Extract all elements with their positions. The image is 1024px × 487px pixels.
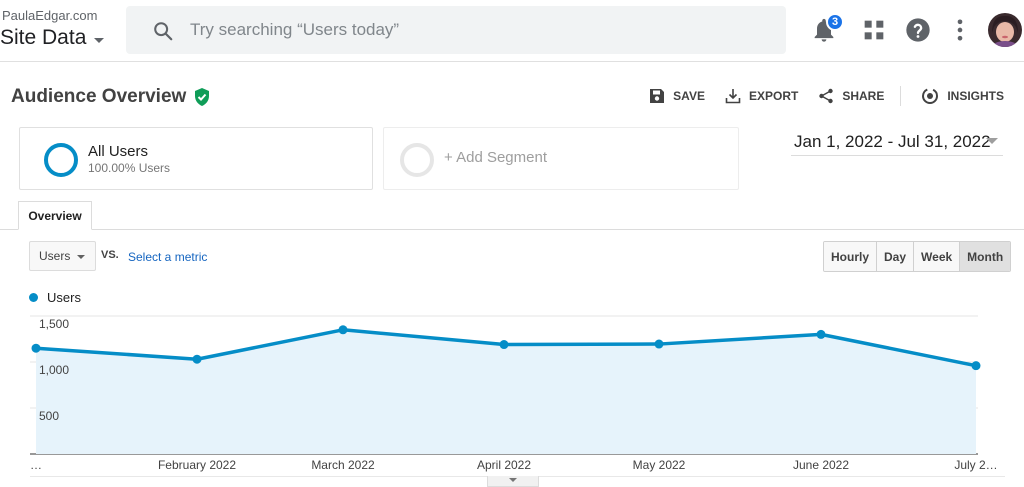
x-tick-label: April 2022 <box>476 458 532 472</box>
help-icon[interactable] <box>904 16 932 44</box>
search-bar[interactable] <box>126 6 786 54</box>
segment-percentage: 100.00% Users <box>88 161 171 175</box>
save-icon <box>650 89 665 103</box>
users-area-fill <box>36 329 976 454</box>
y-tick-label: 500 <box>39 409 60 423</box>
hourly-button[interactable]: Hourly <box>824 242 878 271</box>
select-metric-link[interactable]: Select a metric <box>128 250 208 264</box>
vs-label: VS. <box>101 249 119 261</box>
more-vert-icon[interactable] <box>946 16 974 44</box>
page-title: Audience Overview <box>11 86 187 107</box>
save-label: SAVE <box>673 89 705 103</box>
x-tick-label: … <box>30 458 42 472</box>
caret-down-icon <box>77 255 85 259</box>
chart-legend: Users <box>29 290 81 305</box>
download-icon <box>725 89 741 104</box>
tab-overview[interactable]: Overview <box>18 201 92 230</box>
legend-label: Users <box>47 290 81 305</box>
share-label: SHARE <box>842 89 885 103</box>
search-icon <box>154 22 173 41</box>
data-point <box>816 329 826 339</box>
data-point <box>499 340 509 350</box>
month-button[interactable]: Month <box>960 242 1011 271</box>
share-icon <box>819 88 834 104</box>
top-bar: PaulaEdgar.com Site Data 3 <box>0 0 1024 62</box>
empty-segment-ring <box>400 143 434 177</box>
legend-dot <box>29 293 38 302</box>
search-input[interactable] <box>190 18 770 42</box>
x-tick-label: July 2… <box>954 458 998 472</box>
segment-color-ring <box>44 143 78 177</box>
x-tick-label: February 2022 <box>157 458 237 472</box>
caret-down-icon <box>94 37 105 43</box>
users-line-chart <box>30 315 981 455</box>
data-point <box>31 343 41 353</box>
data-point <box>192 354 202 364</box>
metric-select[interactable]: Users <box>29 241 96 271</box>
report-header: Audience Overview <box>11 86 210 108</box>
insights-icon <box>922 88 939 104</box>
segment-name: All Users <box>88 143 149 160</box>
y-tick-label: 1,500 <box>39 317 70 331</box>
property-selector[interactable]: Site Data <box>0 26 105 50</box>
segment-all-users[interactable]: All Users 100.00% Users <box>19 127 373 190</box>
apps-grid-icon[interactable] <box>860 16 888 44</box>
x-tick-label: March 2022 <box>311 458 375 472</box>
day-button[interactable]: Day <box>877 242 915 271</box>
data-point <box>654 339 664 349</box>
metric-select-value: Users <box>39 249 71 263</box>
x-axis-labels: … February 2022 March 2022 April 2022 May 20… <box>0 458 1024 474</box>
property-name: Site Data <box>0 26 87 49</box>
date-range-picker[interactable]: Jan 1, 2022 - Jul 31, 2022 <box>791 128 1003 156</box>
add-segment-button[interactable]: + Add Segment <box>383 127 739 190</box>
notification-badge: 3 <box>826 13 844 31</box>
x-tick-label: June 2022 <box>792 458 850 472</box>
caret-down-icon <box>509 478 517 482</box>
report-actions: SAVE EXPORT SHARE INSIGHTS <box>629 86 1004 106</box>
date-range-label: Jan 1, 2022 - Jul 31, 2022 <box>794 131 991 151</box>
avatar[interactable] <box>988 13 1022 47</box>
account-name: PaulaEdgar.com <box>2 8 98 23</box>
export-label: EXPORT <box>748 89 799 103</box>
tab-bar-divider <box>0 229 1024 230</box>
divider <box>900 86 902 106</box>
insights-button[interactable]: INSIGHTS <box>921 87 1004 105</box>
week-button[interactable]: Week <box>914 242 961 271</box>
insights-label: INSIGHTS <box>947 89 1004 103</box>
x-tick-label: May 2022 <box>632 458 686 472</box>
share-button[interactable]: SHARE <box>818 88 884 104</box>
add-segment-label: + Add Segment <box>444 149 547 166</box>
data-point <box>971 361 981 371</box>
check-shield-icon <box>195 88 210 106</box>
collapse-chart-button[interactable] <box>487 476 539 487</box>
save-button[interactable]: SAVE <box>649 88 705 104</box>
export-button[interactable]: EXPORT <box>725 88 798 104</box>
data-point <box>338 325 348 335</box>
caret-down-icon <box>986 138 998 144</box>
granularity-toggle: Hourly Day Week Month <box>823 241 1012 272</box>
y-tick-label: 1,000 <box>39 363 70 377</box>
